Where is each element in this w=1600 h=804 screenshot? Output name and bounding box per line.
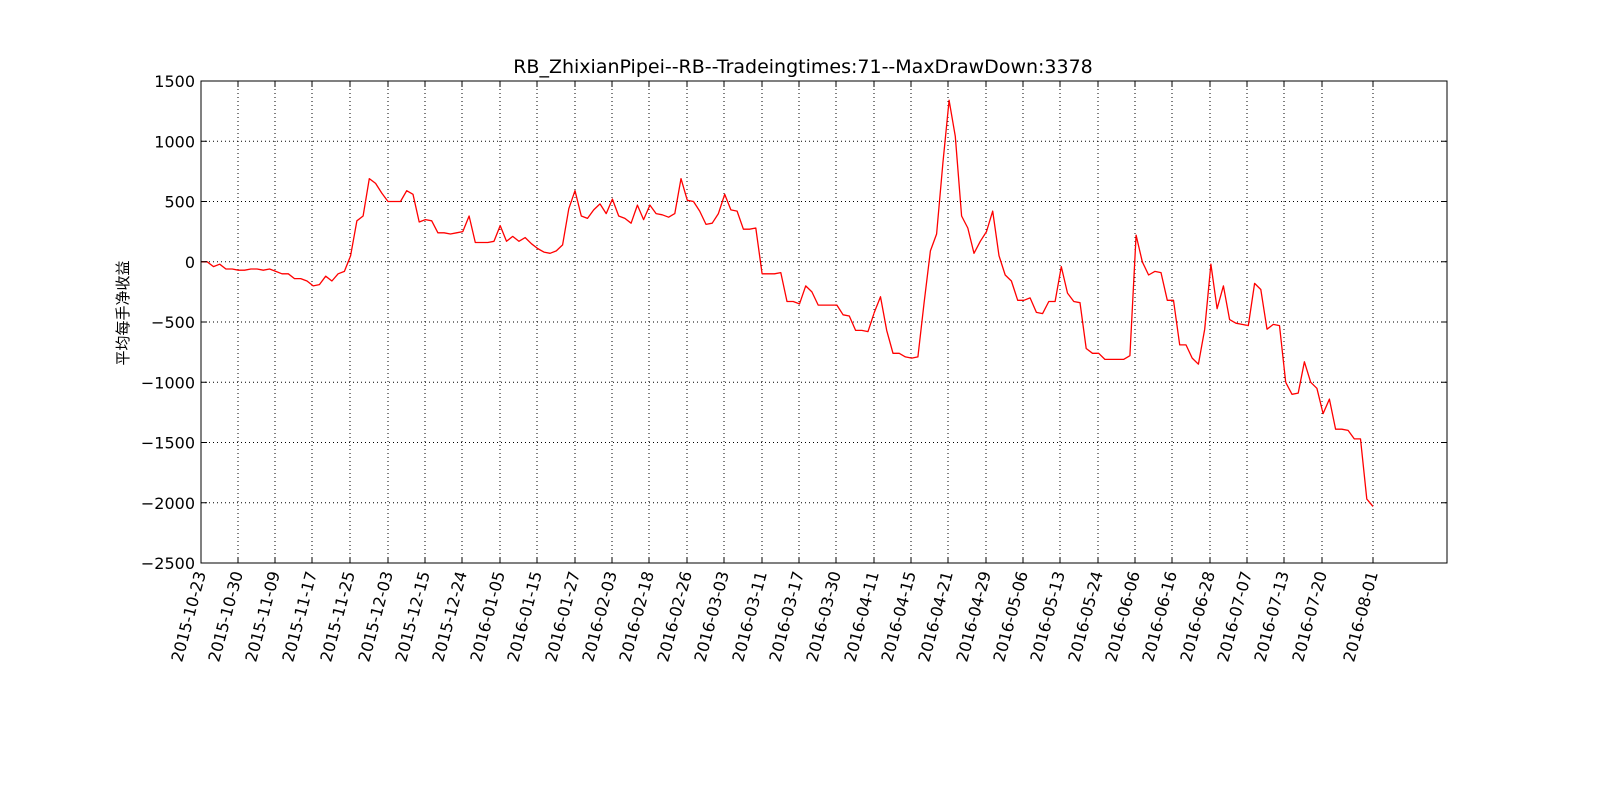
series-line xyxy=(201,99,1374,507)
x-tick-label: 2016-06-16 xyxy=(1138,569,1180,664)
y-tick-label: −1000 xyxy=(141,373,195,392)
line-layer xyxy=(201,99,1374,507)
x-tick-label: 2015-12-03 xyxy=(354,569,396,664)
x-tick-label: 2015-10-30 xyxy=(204,569,246,664)
x-tick-label: 2016-06-06 xyxy=(1101,569,1143,664)
x-tick-label: 2015-11-17 xyxy=(278,569,320,664)
x-tick-label: 2015-10-23 xyxy=(167,569,209,664)
y-tick-label: −500 xyxy=(151,313,195,332)
x-tick-label: 2016-02-18 xyxy=(615,569,657,664)
x-tick-label: 2016-05-24 xyxy=(1064,569,1106,664)
y-ticks-layer: 1500 1000 500 0 −500 −1000 −1500 −2000 −2500 xyxy=(141,72,1447,573)
y-axis-label: 平均每手净收益 xyxy=(114,260,132,365)
x-tick-label: 2016-04-21 xyxy=(914,569,956,664)
y-tick-label: 1000 xyxy=(154,132,195,151)
x-tick-label: 2015-11-25 xyxy=(316,569,358,664)
x-tick-label: 2016-04-15 xyxy=(877,569,919,664)
y-tick-label: 1500 xyxy=(154,72,195,91)
x-tick-label: 2016-08-01 xyxy=(1339,569,1381,664)
grid-layer xyxy=(201,81,1447,563)
x-tick-label: 2016-06-28 xyxy=(1176,569,1218,664)
x-tick-label: 2015-12-24 xyxy=(428,569,470,664)
x-tick-label: 2016-02-03 xyxy=(578,569,620,664)
x-tick-label: 2016-04-11 xyxy=(840,569,882,664)
x-tick-label: 2016-05-13 xyxy=(1026,569,1068,664)
x-tick-label: 2016-01-27 xyxy=(541,569,583,664)
y-tick-label: 0 xyxy=(185,253,195,272)
x-tick-label: 2015-12-15 xyxy=(391,569,433,664)
x-tick-label: 2016-05-06 xyxy=(989,569,1031,664)
x-tick-label: 2016-03-30 xyxy=(802,569,844,664)
y-tick-label: −1500 xyxy=(141,434,195,453)
x-tick-label: 2016-04-29 xyxy=(952,569,994,664)
x-tick-label: 2016-03-17 xyxy=(765,569,807,664)
x-tick-label: 2016-01-05 xyxy=(466,569,508,664)
y-tick-label: 500 xyxy=(164,193,195,212)
x-tick-label: 2016-02-26 xyxy=(653,569,695,664)
y-tick-label: −2500 xyxy=(141,554,195,573)
y-tick-label: −2000 xyxy=(141,494,195,513)
x-tick-label: 2015-11-09 xyxy=(241,569,283,664)
x-tick-label: 2016-07-20 xyxy=(1288,569,1330,664)
chart-title: RB_ZhixianPipei--RB--Tradeingtimes:71--M… xyxy=(513,56,1093,78)
x-tick-label: 2016-03-11 xyxy=(728,569,770,664)
x-ticks-layer: 2015-10-232015-10-302015-11-092015-11-17… xyxy=(167,81,1382,664)
x-tick-label: 2016-01-15 xyxy=(503,569,545,664)
x-tick-label: 2016-07-07 xyxy=(1213,569,1255,664)
x-tick-label: 2016-03-03 xyxy=(690,569,732,664)
x-tick-label: 2016-07-13 xyxy=(1250,569,1292,664)
